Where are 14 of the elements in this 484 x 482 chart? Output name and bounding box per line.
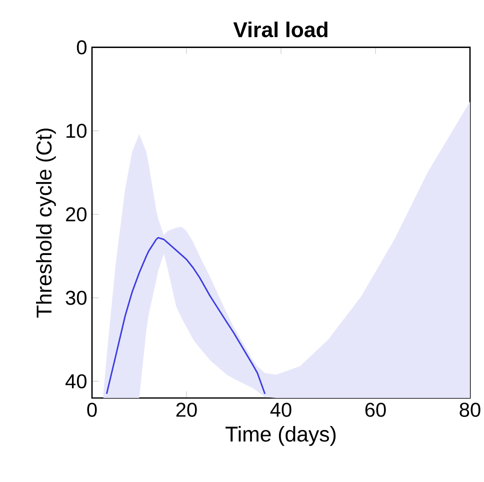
chart-title: Viral load: [233, 22, 328, 38]
x-tick-label: 80: [460, 402, 480, 417]
x-axis-title: Time (days): [226, 426, 336, 446]
y-tick-label: 40: [66, 374, 86, 388]
x-tick-label: 20: [176, 402, 197, 417]
y-tick-label: 0: [76, 40, 86, 54]
x-tick-label: 0: [87, 402, 97, 417]
y-axis-title: Threshold cycle (Ct): [36, 128, 56, 318]
line-series: [106, 236, 266, 395]
y-tick-label: 30: [66, 290, 86, 305]
x-tick-label: 40: [270, 402, 292, 417]
y-tick-label: 10: [66, 124, 86, 138]
y-tick-label: 20: [66, 207, 86, 222]
x-tick-label: 60: [365, 402, 386, 417]
